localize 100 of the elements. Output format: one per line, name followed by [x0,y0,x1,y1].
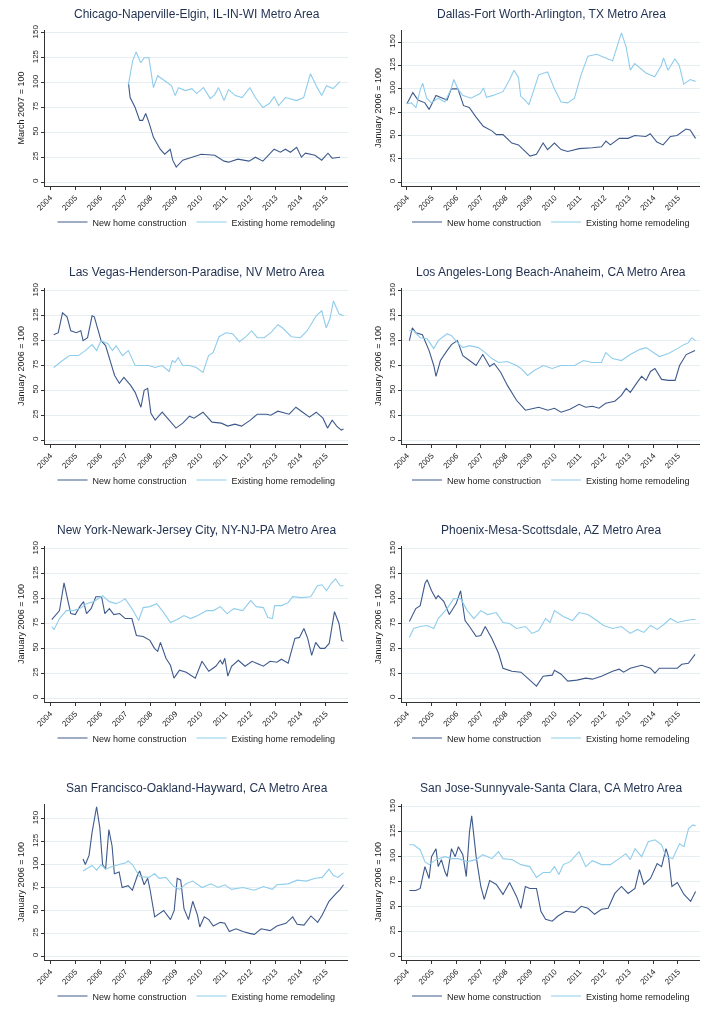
legend-label: Existing home remodeling [586,217,690,228]
y-tick-label: 150 [30,24,40,39]
y-tick-label: 50 [387,900,397,910]
y-tick-label: 100 [30,332,40,347]
y-tick-label: 0 [30,436,40,442]
y-tick-label: 75 [30,881,40,891]
y-axis-title: January 2006 = 100 [373,842,384,922]
chart-title: Dallas-Fort Worth-Arlington, TX Metro Area [437,7,667,21]
legend-label: Existing home remodeling [231,991,336,1002]
y-tick-label: 0 [387,178,397,184]
legend-label: New home construction [447,733,542,744]
legend-label: Existing home remodeling [231,217,336,228]
legend-label: Existing home remodeling [586,991,690,1002]
line-series [408,327,696,413]
y-tick-label: 125 [387,565,397,580]
y-tick-label: 50 [387,642,397,652]
y-tick-label: 25 [30,150,40,161]
line-series [82,806,345,935]
legend-label: New home construction [92,217,187,228]
chart-title: Phoenix-Mesa-Scottsdale, AZ Metro Area [441,523,662,537]
y-tick-label: 150 [387,798,397,813]
line-series [408,330,697,376]
y-tick-label: 50 [387,384,397,394]
y-tick-label: 0 [30,694,40,700]
y-tick-label: 150 [387,540,397,555]
legend-label: New home construction [447,991,542,1002]
y-tick-label: 25 [30,927,40,937]
legend-label: Existing home remodeling [586,733,690,744]
legend-label: New home construction [447,475,542,486]
chart-title: San Jose-Sunnyvale-Santa Clara, CA Metro Area [420,781,683,795]
y-tick-label: 100 [30,74,40,89]
line-series [406,88,697,157]
y-tick-label: 25 [387,152,397,163]
y-tick-label: 25 [30,408,40,419]
line-series [53,300,345,374]
legend-label: New home construction [92,991,187,1002]
y-tick-label: 100 [387,848,397,863]
chart-title: Las Vegas-Henderson-Paradise, NV Metro Area [69,265,325,279]
y-tick-label: 75 [387,617,397,627]
chart-title: San Francisco-Oakland-Hayward, CA Metro Area [66,781,328,795]
y-tick-label: 125 [30,49,40,64]
chart-title: Chicago-Naperville-Elgin, IL-IN-WI Metro Area [74,7,320,21]
y-tick-label: 100 [387,332,397,347]
y-tick-label: 50 [30,904,40,914]
y-tick-label: 0 [30,952,40,958]
y-tick-label: 100 [30,590,40,605]
y-tick-label: 150 [30,540,40,555]
y-axis-title: January 2006 = 100 [16,842,27,922]
y-tick-label: 75 [30,101,40,111]
legend-label: Existing home remodeling [231,733,336,744]
y-tick-label: 0 [30,178,40,184]
line-series [51,578,345,631]
chart-title: Los Angeles-Long Beach-Anaheim, CA Metro Area [416,265,686,279]
y-tick-label: 50 [30,126,40,136]
y-tick-label: 150 [387,282,397,297]
y-tick-label: 125 [30,307,40,322]
y-tick-label: 25 [387,408,397,419]
y-tick-label: 100 [387,590,397,605]
y-tick-label: 75 [30,359,40,369]
y-tick-label: 25 [387,666,397,677]
y-axis-title: January 2006 = 100 [16,584,27,664]
legend-label: New home construction [447,217,542,228]
line-series [51,582,345,679]
y-tick-label: 125 [387,307,397,322]
y-tick-label: 100 [387,80,397,95]
y-tick-label: 50 [30,642,40,652]
line-series [408,824,697,879]
line-series [82,860,345,891]
y-tick-label: 0 [387,436,397,442]
legend-label: New home construction [92,475,187,486]
line-series [53,312,345,431]
y-tick-label: 75 [387,106,397,116]
y-axis-title: March 2007 = 100 [16,71,27,145]
y-axis-title: January 2006 = 100 [373,584,384,664]
line-series [408,598,697,638]
legend-label: New home construction [92,733,187,744]
y-tick-label: 150 [387,33,397,48]
line-series [408,815,697,922]
y-tick-label: 75 [387,875,397,885]
y-tick-label: 125 [387,823,397,838]
y-axis-title: January 2006 = 100 [373,326,384,406]
legend-label: Existing home remodeling [586,475,690,486]
line-series [408,579,696,687]
y-tick-label: 0 [387,952,397,958]
y-tick-label: 125 [30,833,40,848]
legend-label: Existing home remodeling [231,475,336,486]
y-tick-label: 25 [30,666,40,677]
y-tick-label: 25 [387,924,397,935]
y-tick-label: 75 [30,617,40,627]
y-tick-label: 150 [30,810,40,825]
y-tick-label: 150 [30,282,40,297]
chart-title: New York-Newark-Jersey City, NY-NJ-PA Metro Area [57,523,337,537]
y-axis-title: January 2006 = 100 [16,326,27,406]
y-tick-label: 50 [387,129,397,139]
y-tick-label: 125 [387,57,397,71]
y-tick-label: 125 [30,565,40,580]
line-series [127,82,341,168]
y-tick-label: 100 [30,856,40,871]
line-series [127,51,341,109]
y-tick-label: 50 [30,384,40,394]
